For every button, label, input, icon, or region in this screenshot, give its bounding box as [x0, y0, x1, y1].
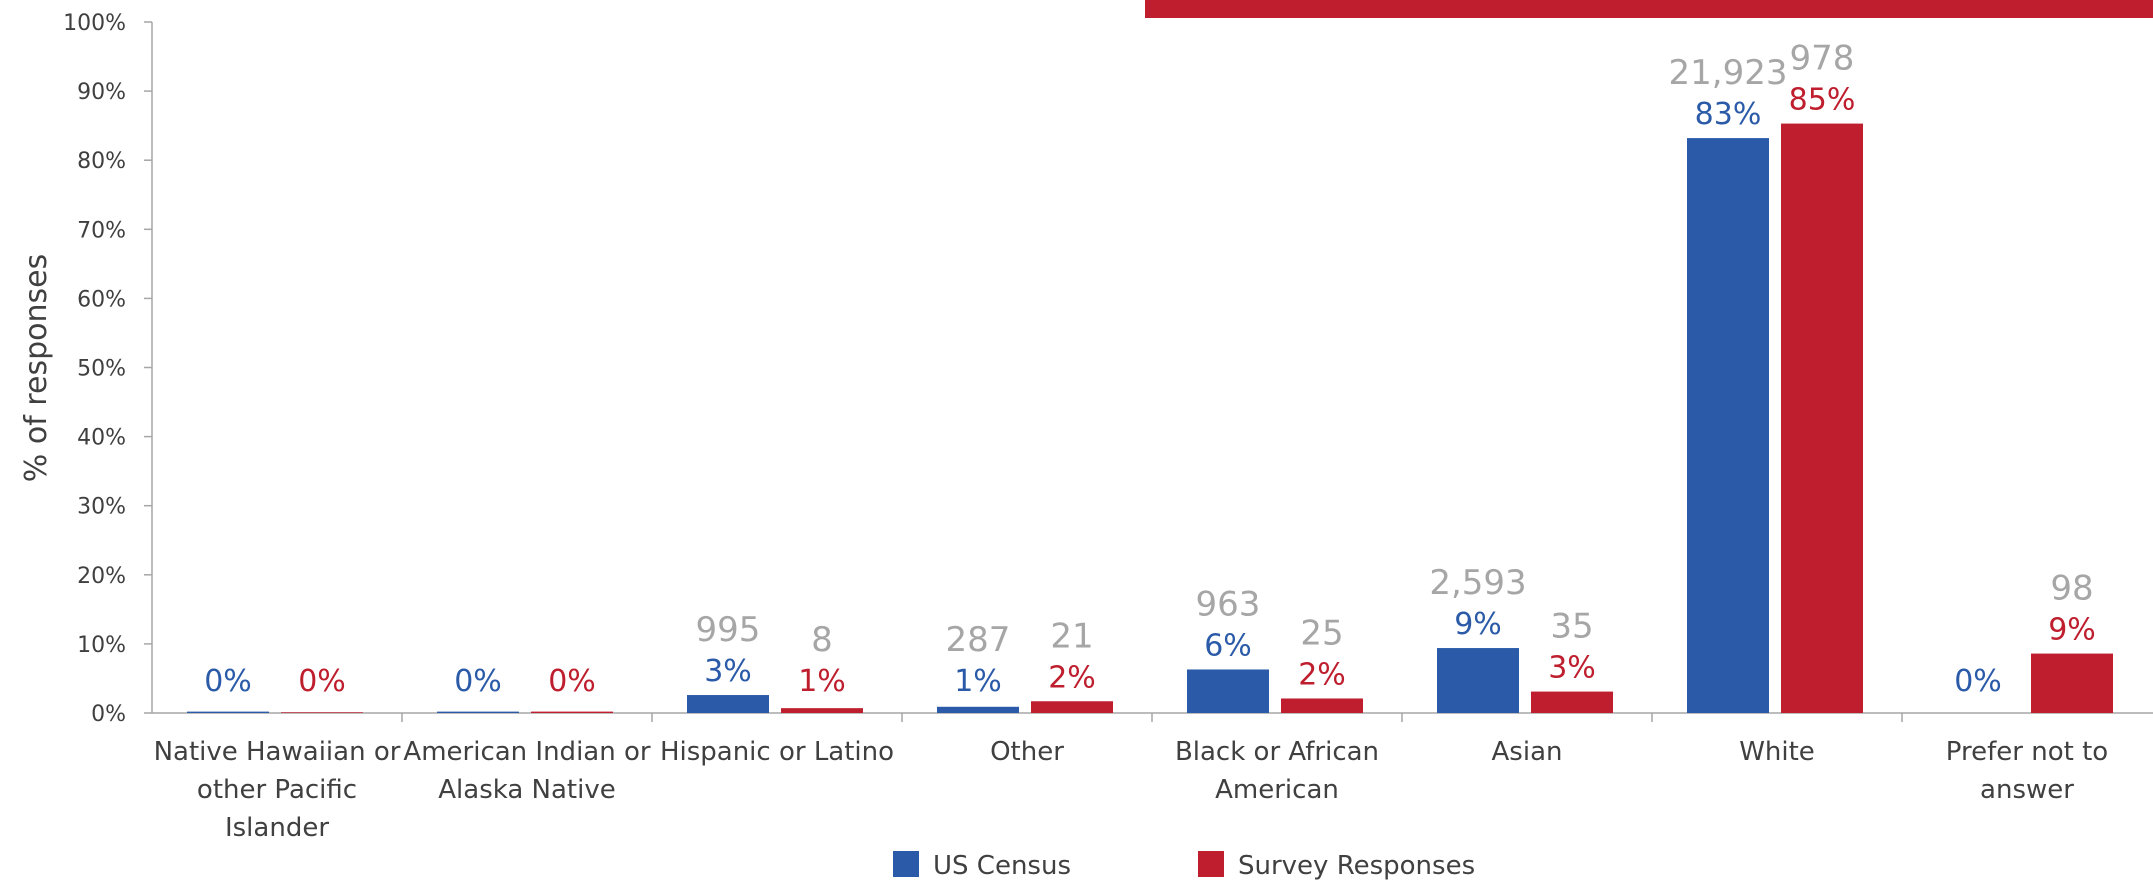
count-label: 98: [2050, 569, 2093, 609]
data-label: 2%: [1048, 660, 1096, 695]
x-category-label-line: Alaska Native: [438, 775, 615, 805]
bar-0: [437, 711, 519, 713]
count-label: 2,593: [1429, 563, 1526, 603]
x-category-label-line: Native Hawaiian or: [154, 737, 401, 767]
data-label: 2%: [1298, 657, 1346, 692]
y-tick-label: 60%: [77, 287, 126, 312]
count-label: 978: [1790, 39, 1855, 79]
count-label: 25: [1300, 613, 1343, 653]
y-tick-label: 90%: [77, 80, 126, 105]
data-label: 3%: [704, 654, 752, 689]
data-label: 1%: [798, 664, 846, 699]
bar-1: [1031, 701, 1113, 713]
bar-1: [1281, 698, 1363, 713]
data-label: 9%: [1454, 607, 1502, 642]
legend-swatch: [1198, 851, 1224, 877]
bar-0: [1187, 669, 1269, 713]
x-category-label-line: other Pacific: [197, 775, 357, 805]
count-label: 21: [1050, 616, 1093, 656]
bar-0: [1687, 138, 1769, 713]
data-label: 6%: [1204, 628, 1252, 663]
bar-0: [937, 706, 1019, 713]
y-tick-label: 70%: [77, 218, 126, 243]
bar-0: [687, 695, 769, 713]
count-label: 8: [811, 620, 833, 660]
y-tick-label: 20%: [77, 564, 126, 589]
legend-label: Survey Responses: [1238, 851, 1475, 880]
x-category-label-line: Black or African: [1175, 737, 1379, 767]
bar-0: [1437, 648, 1519, 713]
count-label: 35: [1550, 607, 1593, 647]
data-label: 0%: [454, 664, 502, 699]
x-category-label: Asian: [1492, 737, 1563, 767]
bar-1: [281, 712, 363, 713]
x-category-label: Prefer not to answer: [1946, 737, 2108, 805]
data-label: 0%: [1954, 664, 2002, 699]
x-category-label-line: Prefer not to: [1946, 737, 2108, 767]
y-tick-label: 40%: [77, 426, 126, 451]
y-tick-label: 80%: [77, 149, 126, 174]
x-category-label: White: [1739, 737, 1815, 767]
data-label: 1%: [954, 664, 1002, 699]
bar-1: [2031, 653, 2113, 713]
x-category-label-line: Hispanic or Latino: [660, 737, 894, 767]
x-category-label-line: answer: [1980, 775, 2074, 805]
bar-1: [781, 708, 863, 713]
x-category-label-line: Other: [990, 737, 1064, 767]
y-tick-label: 50%: [77, 357, 126, 382]
count-label: 287: [946, 620, 1011, 660]
x-category-label: American Indian or Alaska Native: [403, 737, 650, 805]
x-category-label: Black or African American: [1175, 737, 1379, 805]
x-category-label-line: American: [1215, 775, 1339, 805]
bar-1: [531, 711, 613, 713]
data-label: 9%: [2048, 613, 2096, 648]
y-tick-label: 10%: [77, 633, 126, 658]
bar-1: [1531, 691, 1613, 713]
legend-swatch: [893, 851, 919, 877]
bar-0: [187, 711, 269, 713]
data-label: 0%: [298, 664, 346, 699]
x-category-label: Native Hawaiian or other Pacific Islander: [154, 737, 401, 843]
x-category-label-line: Asian: [1492, 737, 1563, 767]
data-label: 85%: [1789, 83, 1856, 118]
x-category-label: Other: [990, 737, 1064, 767]
y-axis-title: % of responses: [19, 254, 54, 482]
x-category-label-line: Islander: [225, 813, 329, 843]
x-category-label-line: White: [1739, 737, 1815, 767]
y-tick-label: 30%: [77, 495, 126, 520]
x-category-label-line: American Indian or: [403, 737, 650, 767]
header-banner: [1145, 0, 2153, 18]
x-category-label: Hispanic or Latino: [660, 737, 894, 767]
data-label: 3%: [1548, 651, 1596, 686]
bar-1: [1781, 123, 1863, 713]
y-tick-label: 0%: [91, 702, 126, 727]
y-tick-label: 100%: [63, 11, 126, 36]
data-label: 83%: [1695, 97, 1762, 132]
count-label: 21,923: [1669, 53, 1788, 93]
count-label: 963: [1196, 584, 1261, 624]
count-label: 995: [696, 610, 761, 650]
legend-label: US Census: [933, 851, 1071, 880]
data-label: 0%: [548, 664, 596, 699]
data-label: 0%: [204, 664, 252, 699]
